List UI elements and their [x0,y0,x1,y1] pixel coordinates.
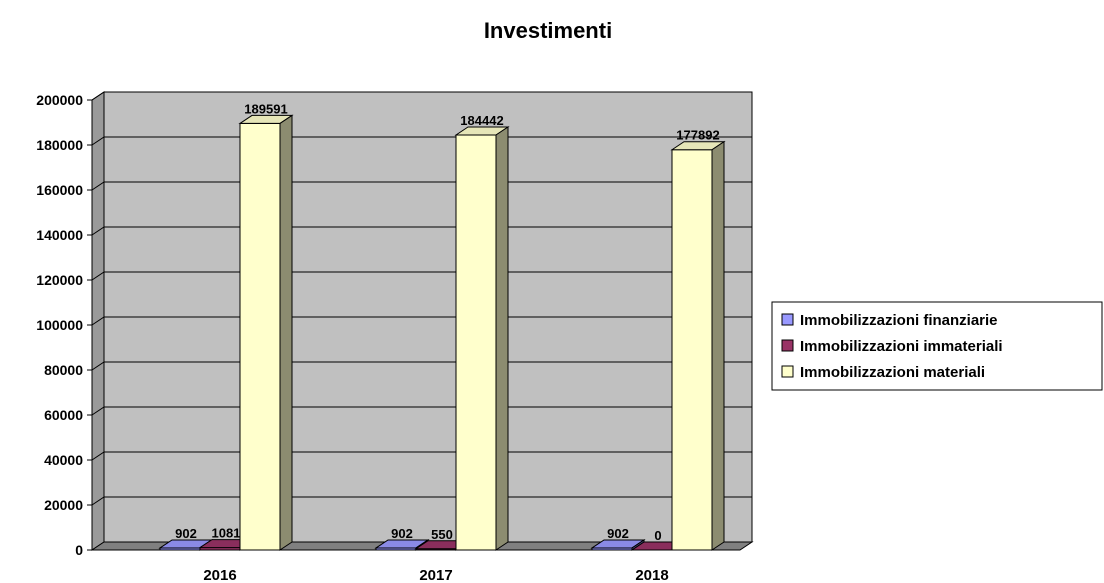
gridline [91,91,752,101]
chart-title: Investimenti [484,18,612,43]
data-labels: 902 1081 189591 902 550 184442 902 0 177892 [175,101,720,543]
x-tick-label: 2018 [635,567,668,583]
y-tick-label: 160000 [36,182,83,198]
legend-label: Immobilizzazioni materiali [800,364,985,381]
gridline [91,181,752,191]
y-tick-label: 180000 [36,137,83,153]
data-label: 1081 [212,526,241,541]
legend-swatch [781,313,794,326]
y-tick-label: 80000 [44,362,83,378]
bar-side [711,140,725,551]
gridline [91,496,752,506]
y-tick-label: 100000 [36,317,83,333]
y-axis: 0 20000 40000 60000 80000 100000 120000 140000 1… [36,92,93,558]
bar-side [279,114,293,551]
legend: Immobilizzazioni finanziarie Immobilizzaz… [771,301,1103,391]
data-label: 184442 [460,113,503,128]
x-tick-label: 2017 [419,567,452,583]
gridline [91,271,752,281]
gridline [91,451,752,461]
gridline [91,226,752,236]
legend-swatch [781,365,794,378]
y-tick-label: 120000 [36,272,83,288]
bars [158,114,726,551]
x-tick-label: 2016 [203,567,236,583]
bar-front [455,134,497,551]
gridline [91,136,752,146]
legend-item: Immobilizzazioni finanziarie [781,312,998,329]
data-label: 902 [391,526,413,541]
bar [454,126,510,551]
y-tick-label: 20000 [44,497,83,513]
y-tick-label: 200000 [36,92,83,108]
bar [238,114,294,551]
gridline [91,316,752,326]
data-label: 189591 [244,101,287,116]
bar-side [495,126,509,551]
legend-swatch [781,339,794,352]
y-tick-label: 140000 [36,227,83,243]
legend-label: Immobilizzazioni finanziarie [800,312,998,329]
bar-front [239,122,281,551]
legend-item: Immobilizzazioni materiali [781,364,985,381]
legend-box [771,301,1103,391]
y-tick-label: 60000 [44,407,83,423]
data-label: 902 [175,526,197,541]
legend-item: Immobilizzazioni immateriali [781,338,1003,355]
gridline [91,361,752,371]
data-label: 902 [607,526,629,541]
data-label: 550 [431,527,453,542]
y-tick-label: 40000 [44,452,83,468]
y-tick-label: 0 [75,542,83,558]
data-label: 177892 [676,128,719,143]
bar-front [671,149,713,551]
plot-area: 0 20000 40000 60000 80000 100000 120000 140000 1… [36,91,754,583]
x-axis: 2016 2017 2018 [203,567,668,583]
gridline [91,406,752,416]
bar [670,140,726,551]
data-label: 0 [654,528,661,543]
legend-label: Immobilizzazioni immateriali [800,338,1003,355]
